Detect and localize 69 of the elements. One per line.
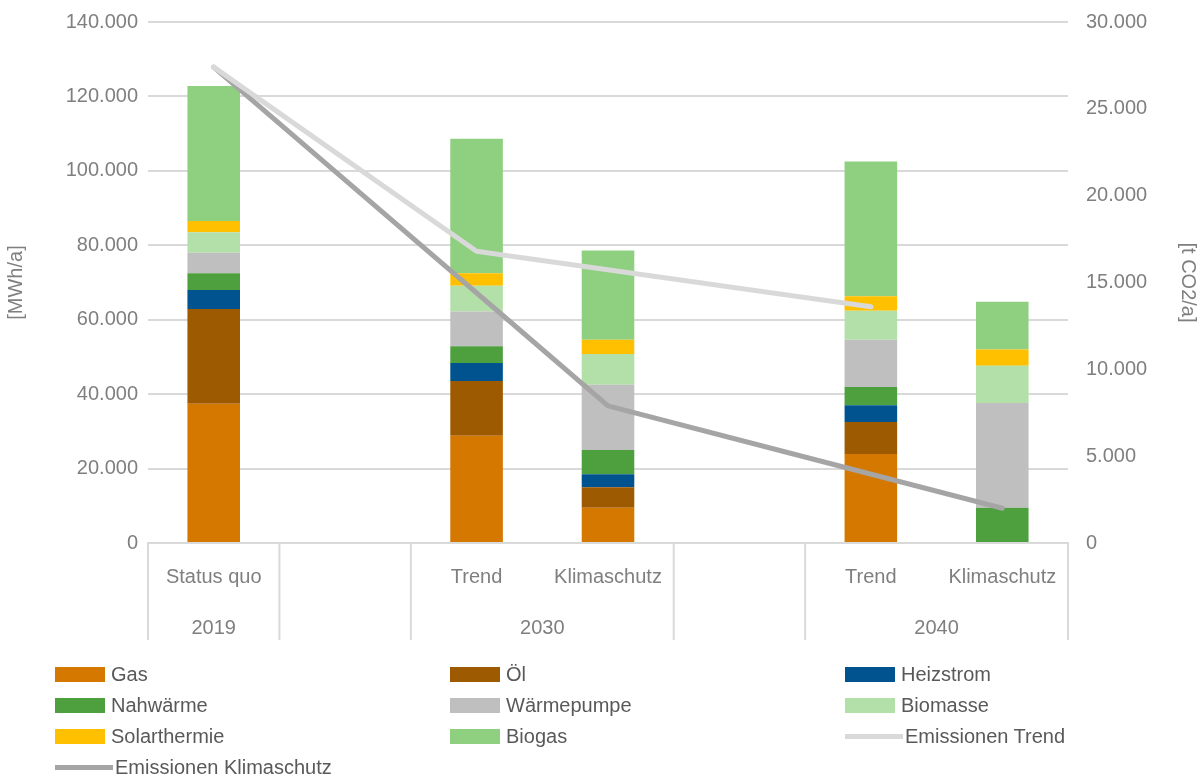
bar bbox=[450, 435, 503, 542]
text: 2019 bbox=[191, 615, 236, 638]
y-tick-label: 0 bbox=[126, 530, 138, 553]
bar bbox=[844, 161, 898, 297]
bar bbox=[187, 289, 240, 309]
y-axis-title: [MWh/a] bbox=[3, 245, 26, 320]
bar bbox=[450, 311, 503, 347]
bar bbox=[844, 387, 898, 406]
bar bbox=[581, 250, 635, 340]
bar bbox=[976, 301, 1029, 350]
bar bbox=[450, 381, 503, 436]
bar bbox=[844, 405, 898, 423]
bar bbox=[187, 221, 240, 233]
x-tick-label: Klimaschutz bbox=[948, 564, 1057, 587]
legend-label: Biogas bbox=[506, 725, 568, 748]
y2-tick-label: 5.000 bbox=[1086, 443, 1137, 466]
bar bbox=[581, 339, 635, 354]
legend-label: Heizstrom bbox=[901, 663, 992, 686]
y-tick-label: 60.000 bbox=[76, 307, 138, 330]
bar bbox=[581, 474, 635, 488]
x-tick-label: Trend bbox=[450, 564, 503, 587]
y2-tick-label: 0 bbox=[1086, 530, 1098, 553]
text: 2030 bbox=[520, 615, 565, 638]
y2-tick-label: 30.000 bbox=[1086, 9, 1148, 32]
bar bbox=[187, 232, 240, 253]
y-tick-label: 40.000 bbox=[76, 381, 138, 404]
y2-tick-label: 20.000 bbox=[1086, 183, 1148, 206]
y2-tick-label: 25.000 bbox=[1086, 96, 1148, 119]
legend-label: Biomasse bbox=[901, 694, 989, 717]
legend-label: Emissionen Trend bbox=[905, 725, 1066, 748]
y2-axis-title: [t CO2/a] bbox=[1178, 242, 1201, 323]
bar bbox=[844, 310, 898, 340]
bar bbox=[450, 362, 503, 382]
bar bbox=[187, 252, 240, 274]
x-tick-label: Status quo bbox=[165, 564, 262, 587]
y2-tick-label: 10.000 bbox=[1086, 356, 1148, 379]
bar bbox=[581, 507, 635, 542]
bar bbox=[450, 346, 503, 363]
bar bbox=[581, 449, 635, 475]
legend-label: Öl bbox=[506, 663, 526, 686]
x-tick-label: Trend bbox=[845, 564, 897, 587]
bar bbox=[844, 454, 898, 542]
bar bbox=[187, 273, 240, 290]
bar bbox=[976, 403, 1029, 508]
bar bbox=[450, 138, 503, 274]
bar bbox=[976, 349, 1029, 366]
y-tick-label: 120.000 bbox=[65, 83, 138, 106]
y-tick-label: 80.000 bbox=[76, 232, 138, 255]
bar bbox=[187, 403, 240, 542]
legend-label: Nahwärme bbox=[111, 694, 208, 717]
legend-label: Gas bbox=[111, 663, 148, 686]
y2-tick-label: 15.000 bbox=[1086, 270, 1148, 293]
legend-label: Solarthermie bbox=[111, 725, 225, 748]
y-tick-label: 140.000 bbox=[65, 9, 138, 32]
bar bbox=[581, 384, 635, 450]
y-tick-label: 20.000 bbox=[76, 456, 138, 479]
x-tick-label: Klimaschutz bbox=[554, 564, 662, 587]
bar bbox=[844, 422, 898, 455]
bar bbox=[581, 353, 635, 385]
bar bbox=[581, 487, 635, 508]
text: 2040 bbox=[914, 615, 959, 638]
y-tick-label: 100.000 bbox=[65, 158, 138, 181]
bar bbox=[187, 308, 240, 404]
legend-label: Emissionen Klimaschutz bbox=[115, 756, 332, 779]
bar bbox=[976, 507, 1029, 542]
bar bbox=[844, 339, 898, 388]
legend-label: Wärmepumpe bbox=[506, 694, 632, 717]
bar bbox=[976, 365, 1029, 404]
bar bbox=[187, 86, 240, 222]
